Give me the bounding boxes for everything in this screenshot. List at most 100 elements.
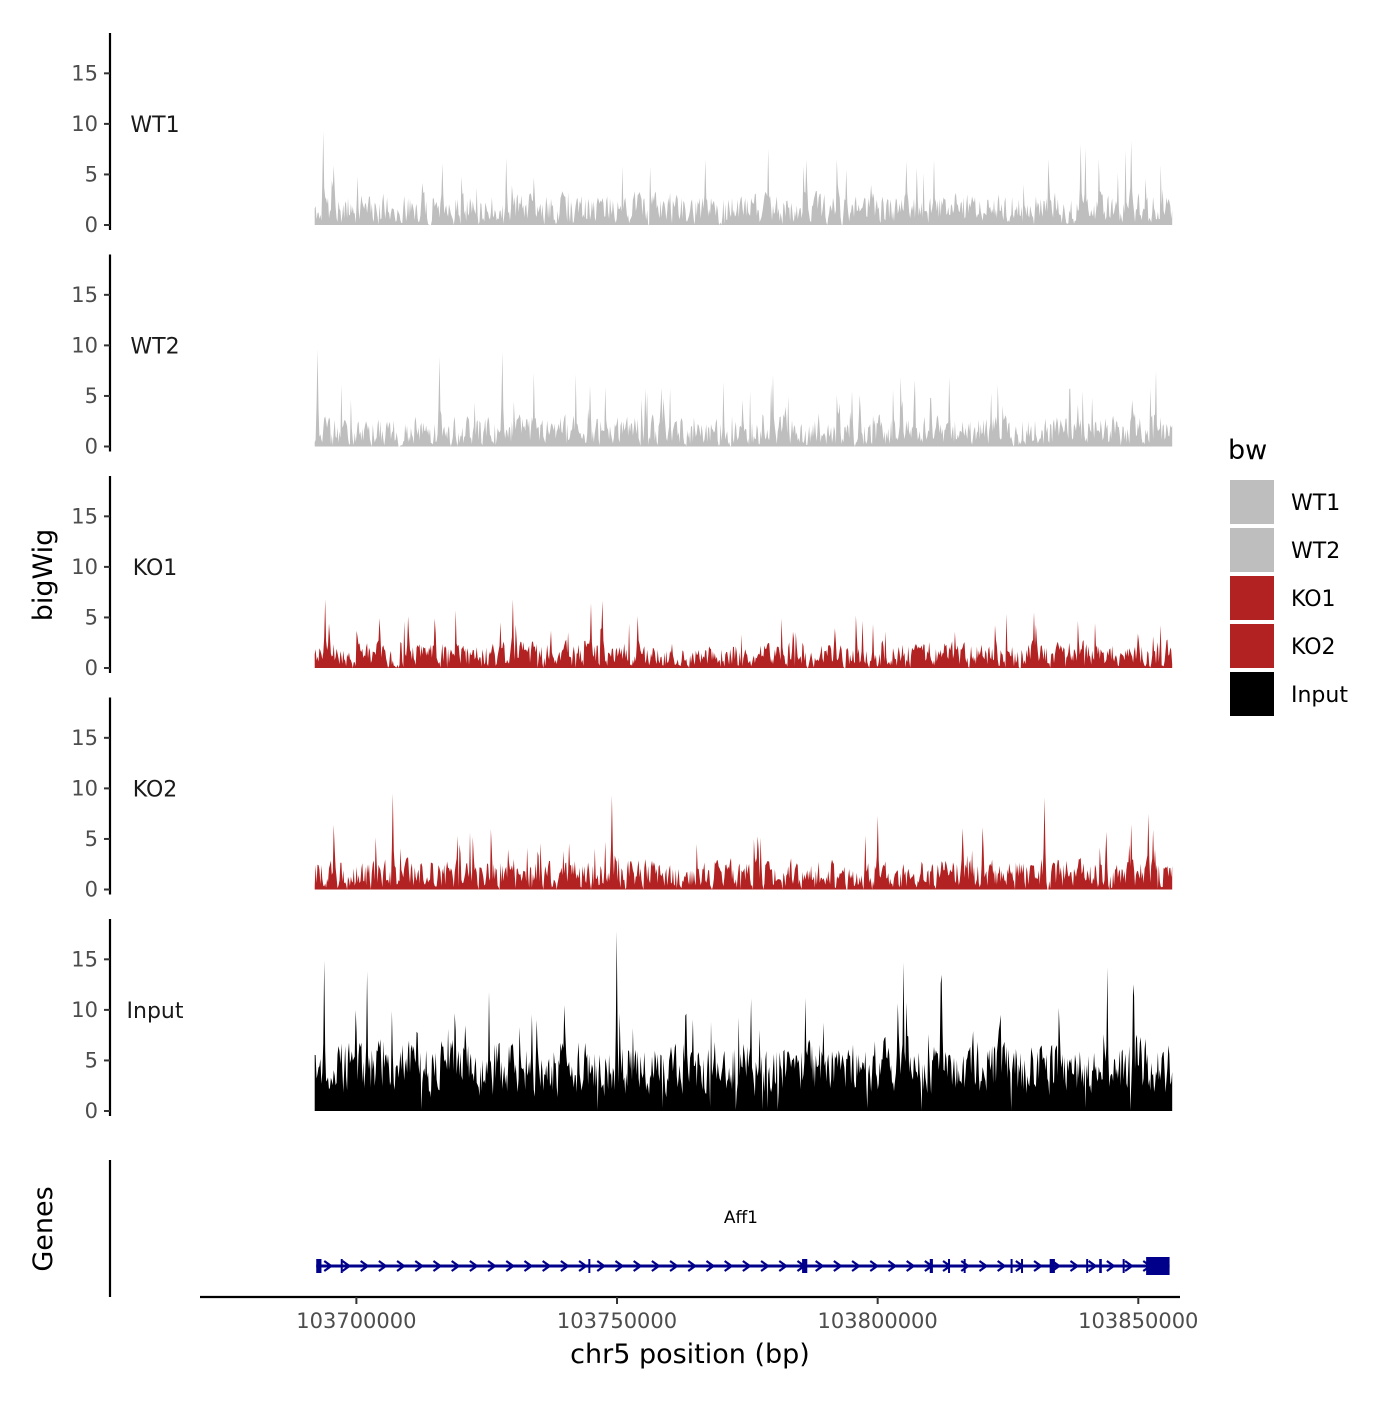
legend-swatch-ko2 (1230, 624, 1274, 668)
track-label: Input (127, 999, 184, 1024)
y-tick-label: 10 (71, 333, 98, 357)
strand-arrow (1033, 1260, 1043, 1272)
strand-arrow (414, 1260, 425, 1272)
strand-arrow (633, 1260, 643, 1272)
strand-arrow (724, 1260, 734, 1272)
strand-arrow (378, 1260, 388, 1272)
y-tick-label: 0 (85, 1099, 98, 1123)
track-ko1: 0 5 10 15 KO1 (71, 476, 1173, 680)
strand-arrow (978, 1260, 989, 1272)
strand-arrow (1088, 1260, 1098, 1272)
strand-arrow (396, 1260, 406, 1272)
legend-swatch-input (1230, 672, 1274, 716)
exon (1122, 1259, 1125, 1273)
signal-area-wt1 (314, 131, 1173, 225)
track-label: WT1 (130, 113, 179, 138)
exon (948, 1259, 951, 1273)
strand-arrow (451, 1260, 461, 1272)
strand-arrow (760, 1260, 770, 1272)
strand-arrow (469, 1260, 479, 1272)
x-tick-label: 103850000 (1078, 1309, 1198, 1333)
strand-arrow (651, 1260, 661, 1272)
exon (340, 1259, 343, 1273)
y-tick-label: 5 (85, 162, 98, 186)
strand-arrow (705, 1260, 716, 1272)
strand-arrow (997, 1260, 1007, 1272)
track-label: KO2 (133, 777, 178, 802)
genes-layer: Aff1 (108, 1160, 1170, 1297)
strand-arrow (560, 1260, 570, 1272)
y-tick-label: 0 (85, 656, 98, 680)
strand-arrow (869, 1260, 880, 1272)
track-label: KO1 (133, 556, 178, 581)
strand-arrow (687, 1260, 698, 1272)
strand-arrow (778, 1260, 789, 1272)
strand-arrow (523, 1260, 534, 1272)
strand-arrow (542, 1260, 552, 1272)
strand-arrow (742, 1260, 752, 1272)
y-tick-label: 15 (71, 504, 98, 528)
strand-arrow (578, 1260, 588, 1272)
strand-arrow (815, 1260, 825, 1272)
exon (929, 1259, 933, 1273)
signal-area-input (314, 931, 1173, 1111)
track-input: 0 5 10 15 Input (71, 919, 1173, 1123)
strand-arrow (1106, 1260, 1116, 1272)
y-tick-label: 0 (85, 213, 98, 237)
signal-area-wt2 (314, 349, 1173, 447)
strand-arrow (960, 1260, 971, 1272)
legend-title: bw (1228, 435, 1267, 466)
strand-arrow (1124, 1260, 1134, 1272)
exon (802, 1259, 808, 1273)
legend-label-ko1: KO1 (1291, 587, 1336, 612)
y-tick-label: 10 (71, 112, 98, 136)
y-tick-label: 0 (85, 435, 98, 459)
strand-arrow (432, 1260, 443, 1272)
legend-label-ko2: KO2 (1291, 635, 1336, 660)
legend-label-wt1: WT1 (1291, 491, 1340, 516)
exon (1086, 1259, 1089, 1273)
x-axis: 103700000 103750000 103800000 103850000 (200, 1295, 1198, 1333)
strand-arrow (833, 1260, 843, 1272)
y-tick-label: 15 (71, 61, 98, 85)
exon (1146, 1257, 1170, 1275)
strand-arrow (596, 1260, 607, 1272)
strand-arrow (942, 1260, 952, 1272)
strand-arrow (323, 1260, 334, 1272)
track-ko2: 0 5 10 15 KO2 (71, 697, 1173, 902)
track-label: WT2 (130, 334, 179, 359)
exon (1049, 1259, 1055, 1273)
y-tick-label: 10 (71, 776, 98, 800)
signal-area-ko1 (314, 599, 1173, 668)
x-tick-label: 103750000 (557, 1309, 677, 1333)
strand-arrow (614, 1260, 625, 1272)
y-tick-label: 5 (85, 605, 98, 629)
legend-swatch-wt1 (1230, 480, 1274, 524)
y-tick-label: 10 (71, 998, 98, 1022)
strand-arrow (906, 1260, 916, 1272)
legend-label-input: Input (1291, 683, 1348, 708)
strand-arrow (1069, 1260, 1080, 1272)
x-axis-title: chr5 position (bp) (570, 1339, 810, 1370)
tracks-layer: 0 5 10 15 WT1 0 5 10 15 WT2 0 5 10 15 KO1 0 5 10 15 KO2 0 5 10… (71, 33, 1173, 1123)
gene-name-label: Aff1 (724, 1208, 758, 1228)
exon (588, 1259, 591, 1273)
strand-arrow (887, 1260, 898, 1272)
strand-arrow (851, 1260, 861, 1272)
exon (1010, 1259, 1013, 1273)
strand-arrow (669, 1260, 679, 1272)
strand-arrow (487, 1260, 497, 1272)
y-tick-label: 0 (85, 878, 98, 902)
exon (963, 1259, 966, 1273)
exon (1021, 1259, 1024, 1273)
y-tick-label: 15 (71, 726, 98, 750)
y-tick-label: 15 (71, 947, 98, 971)
x-tick-label: 103700000 (296, 1309, 416, 1333)
strand-arrow (505, 1260, 516, 1272)
y-axis-title: bigWig (28, 529, 59, 622)
strand-arrow (341, 1260, 352, 1272)
exon (1099, 1259, 1102, 1273)
y-tick-label: 5 (85, 1048, 98, 1072)
